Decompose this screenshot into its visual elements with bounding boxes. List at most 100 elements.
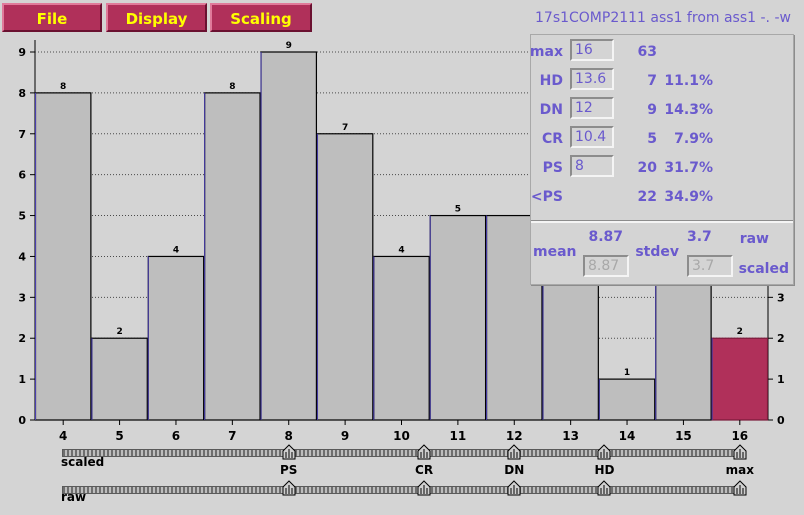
scaled-thumb-max[interactable] [733,444,747,460]
bar-value-label: 7 [342,123,348,133]
y-tick-label: 5 [18,210,26,223]
bar-value-label: 4 [173,245,179,255]
y-tick-label: 6 [18,169,26,182]
scaled-thumb-hd[interactable] [597,444,611,460]
stat-field-4[interactable]: 8 [570,155,614,177]
scaled-thumb-ps[interactable] [282,444,296,460]
y-tick-label-right: 3 [777,291,785,304]
histogram-bar [711,337,769,421]
thumb-label-hd: HD [594,463,615,477]
histogram-bar [147,255,205,421]
raw-label: raw [739,231,769,247]
histogram-bar [373,255,430,421]
scaled-thumb-dn[interactable] [507,444,521,460]
stat-count-2: 9 [647,102,657,118]
x-tick-label: 13 [562,429,579,441]
bar-value-label: 9 [286,41,292,51]
x-tick-label: 11 [450,429,467,441]
histogram-bar [91,337,148,421]
stat-count-1: 7 [647,73,657,89]
thumb-label-ps: PS [280,463,298,477]
stats-panel: max 16 63 HD 13.6 7 11.1% DN 12 9 14.3% CR 10.4 5 7.9%… [530,34,794,285]
x-tick-label: 6 [172,429,180,441]
scaling-menu[interactable]: Scaling [210,3,312,32]
y-tick-label: 9 [18,46,26,59]
histogram-bar [260,51,318,421]
bar-value-label: 2 [737,327,743,337]
bar-value-label: 4 [398,245,404,255]
window-title: 17s1COMP2111 ass1 from ass1 -. -w [535,10,791,26]
scaled-label: scaled [738,261,789,277]
stat-pct-1: 11.1% [664,73,713,89]
raw-slider-track[interactable] [62,486,745,494]
raw-thumb-ps[interactable] [282,480,296,496]
raw-thumb-max[interactable] [733,480,747,496]
raw-thumb-hd[interactable] [597,480,611,496]
stdev-raw-value: 3.7 [687,229,712,245]
x-tick-label: 15 [675,429,692,441]
stat-pct-5: 34.9% [664,189,713,205]
histogram-bar [598,378,656,421]
bar-value-label: 5 [455,205,461,215]
panel-divider [531,220,793,223]
scaled-slider-track[interactable] [62,449,745,457]
stat-count-0: 63 [637,44,657,60]
y-tick-label: 1 [18,373,26,386]
stdev-scaled-field[interactable]: 3.7 [687,255,733,277]
histogram-bar [204,92,261,421]
y-tick-label: 7 [18,128,26,141]
bar-value-label: 1 [624,368,630,378]
stat-field-3[interactable]: 10.4 [570,126,614,148]
x-tick-label: 9 [341,429,349,441]
x-tick-label: 4 [59,429,67,441]
y-tick-label: 8 [18,87,26,100]
thumb-label-max: max [725,463,754,477]
y-tick-label: 3 [18,291,26,304]
stat-pct-3: 7.9% [674,131,713,147]
status-bar [0,503,804,515]
raw-thumb-dn[interactable] [507,480,521,496]
bar-value-label: 2 [116,327,122,337]
x-tick-label: 12 [506,429,523,441]
stat-count-3: 5 [647,131,657,147]
y-tick-label: 0 [18,414,26,427]
x-tick-label: 16 [731,429,748,441]
histogram-bar [34,92,92,421]
y-tick-label: 2 [18,332,26,345]
x-tick-label: 8 [285,429,293,441]
x-tick-label: 5 [115,429,123,441]
x-tick-label: 7 [228,429,236,441]
stat-pct-4: 31.7% [664,160,713,176]
stat-pct-2: 14.3% [664,102,713,118]
histogram-bar [316,133,374,421]
stat-count-4: 20 [637,160,657,176]
file-menu[interactable]: File [2,3,102,32]
bar-value-label: 8 [60,82,66,92]
stat-field-0[interactable]: 16 [570,39,614,61]
display-menu[interactable]: Display [106,3,207,32]
stat-label-1: HD [539,73,563,89]
y-tick-label-right: 1 [777,373,785,386]
y-tick-label: 4 [18,250,26,263]
stat-label-5: <PS [530,189,563,205]
stat-label-3: CR [541,131,563,147]
thumb-label-cr: CR [415,463,434,477]
menu-bar: File Display Scaling 17s1COMP2111 ass1 f… [0,0,804,36]
scaled-slider-label: scaled [61,455,105,469]
stdev-label: stdev [635,244,679,260]
thumb-label-dn: DN [504,463,525,477]
mean-label: mean [533,244,577,260]
stat-field-1[interactable]: 13.6 [570,68,614,90]
stat-label-0: max [529,44,563,60]
raw-thumb-cr[interactable] [417,480,431,496]
stat-field-2[interactable]: 12 [570,97,614,119]
stat-count-5: 22 [637,189,657,205]
stat-label-4: PS [542,160,563,176]
y-tick-label-right: 0 [777,414,785,427]
scaled-thumb-cr[interactable] [417,444,431,460]
x-tick-label: 14 [619,429,636,441]
histogram-bar [429,214,487,421]
mean-scaled-field[interactable]: 8.87 [583,255,629,277]
stat-label-2: DN [539,102,563,118]
